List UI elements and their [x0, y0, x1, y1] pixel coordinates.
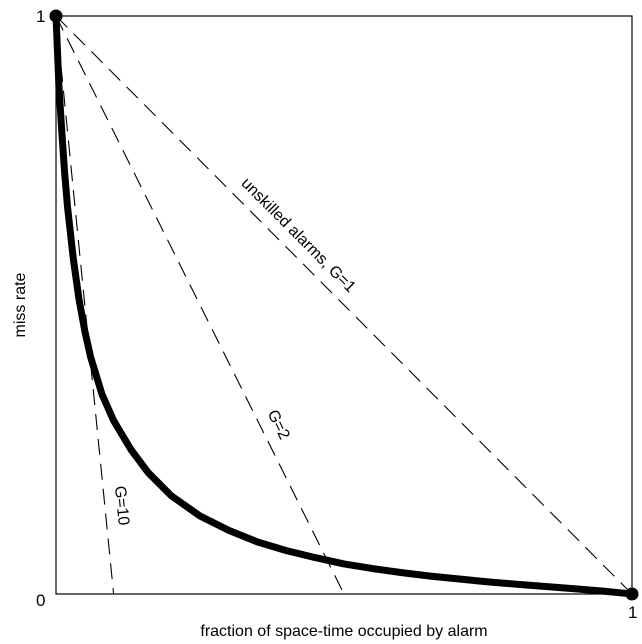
annotation-g10: G=10	[111, 485, 132, 526]
annotation-g1: unskilled alarms, G=1	[238, 175, 359, 296]
y-tick-label: 1	[36, 7, 45, 26]
curve-start-marker	[49, 9, 63, 23]
curve-layer	[49, 9, 639, 601]
x-tick-label: 0	[36, 591, 45, 610]
y-axis-title: miss rate	[12, 272, 29, 337]
miss-rate-curve	[52, 12, 636, 598]
annotation-g2: G=2	[264, 407, 293, 442]
tick-layer: 0 1 1	[36, 7, 637, 622]
reference-line-g10	[55, 15, 115, 595]
plot-frame	[55, 15, 633, 595]
series-layer	[55, 15, 633, 595]
x-tick-label: 1	[628, 603, 637, 622]
reference-line-g2	[55, 15, 345, 595]
reference-line-g1	[55, 15, 633, 595]
x-axis-title: fraction of space-time occupied by alarm	[200, 623, 487, 640]
curve-end-marker	[625, 587, 639, 601]
